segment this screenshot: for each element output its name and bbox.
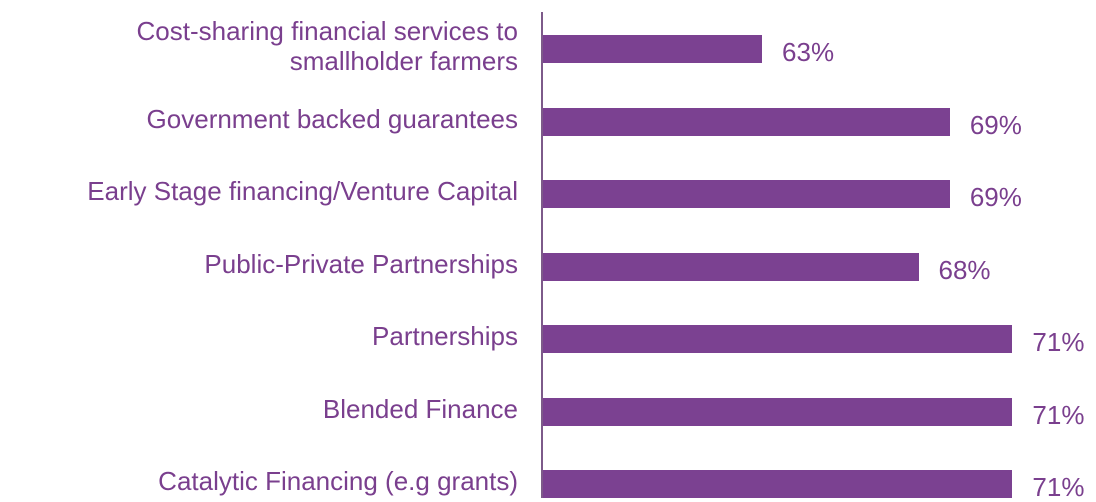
bar — [543, 180, 950, 208]
value-label: 63% — [782, 37, 835, 67]
bar — [543, 325, 1013, 353]
bar — [543, 107, 950, 136]
value-label: 68% — [938, 254, 991, 285]
value-label: 71% — [1032, 399, 1085, 430]
category-label: Cost-sharing financial services to small… — [136, 16, 519, 76]
category-label: Public-Private Partnerships — [204, 248, 518, 279]
bar — [543, 252, 919, 281]
category-label: Partnerships — [372, 321, 518, 351]
category-label: Catalytic Financing (e.g grants) — [158, 466, 518, 496]
bar — [543, 470, 1013, 498]
category-axis — [541, 12, 543, 498]
category-label: Blended Finance — [322, 393, 518, 424]
value-label: 71% — [1032, 327, 1085, 357]
value-label: 69% — [969, 109, 1022, 140]
bar — [543, 35, 763, 63]
value-label: 69% — [969, 182, 1022, 212]
category-label: Government backed guarantees — [146, 103, 518, 134]
category-label: Early Stage financing/Venture Capital — [87, 176, 518, 206]
value-label: 71% — [1032, 472, 1085, 502]
bar — [543, 397, 1013, 426]
